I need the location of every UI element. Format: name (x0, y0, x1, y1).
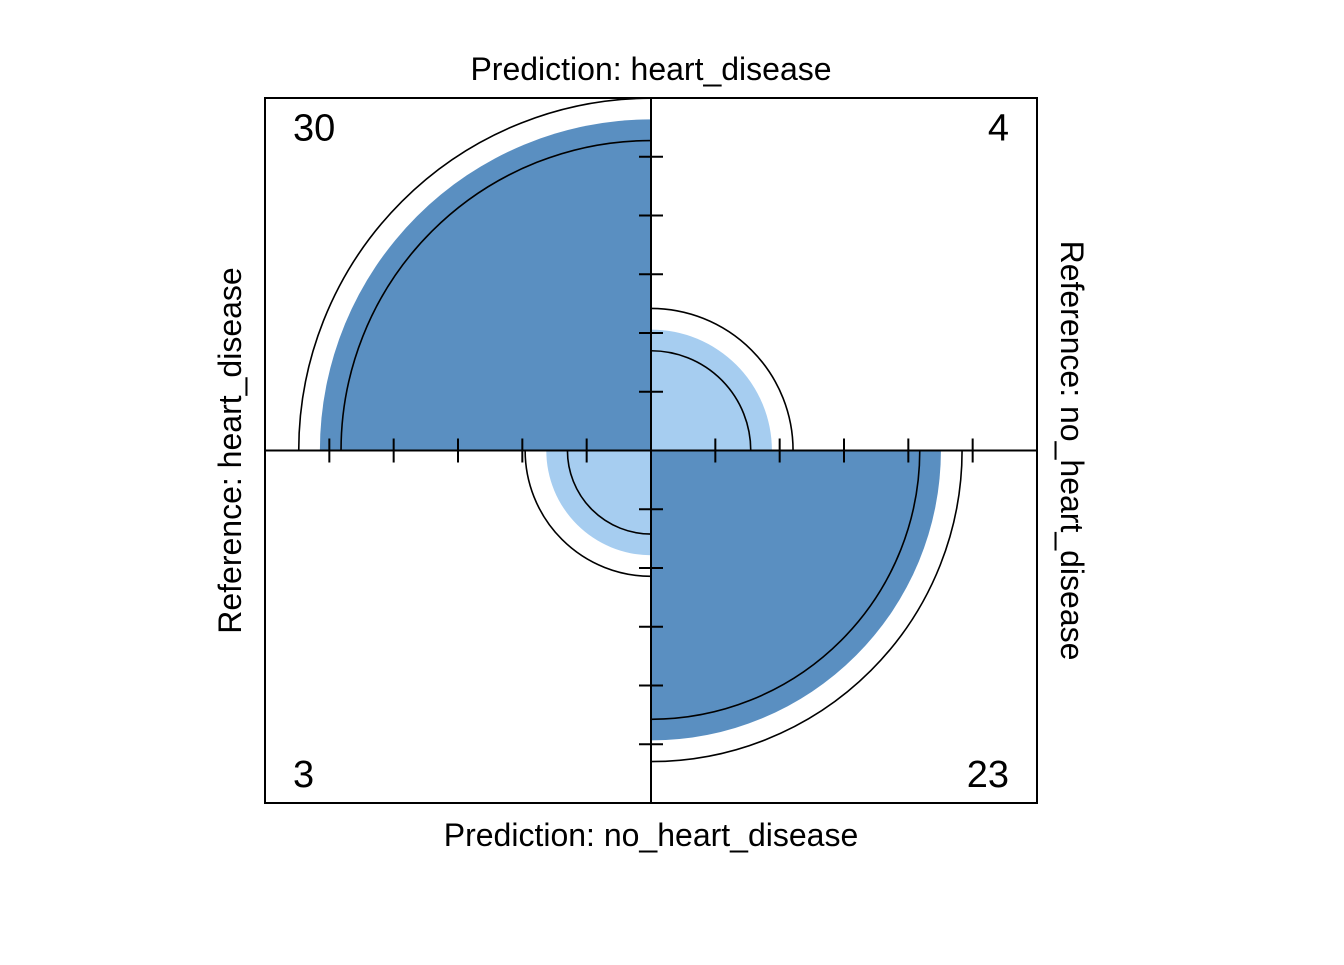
count-bl: 3 (293, 754, 314, 796)
fourfold-confusion-chart: 30 4 3 23 Prediction: heart_disease Predictio… (0, 0, 1344, 960)
label-left: Reference: heart_disease (212, 267, 248, 633)
label-right: Reference: no_heart_disease (1054, 241, 1090, 661)
count-tl: 30 (293, 107, 335, 149)
label-bottom: Prediction: no_heart_disease (444, 817, 859, 853)
count-br: 23 (967, 754, 1009, 796)
chart-svg: 30 4 3 23 Prediction: heart_disease Predictio… (0, 0, 1344, 960)
label-top: Prediction: heart_disease (470, 51, 831, 87)
count-tr: 4 (988, 107, 1009, 149)
